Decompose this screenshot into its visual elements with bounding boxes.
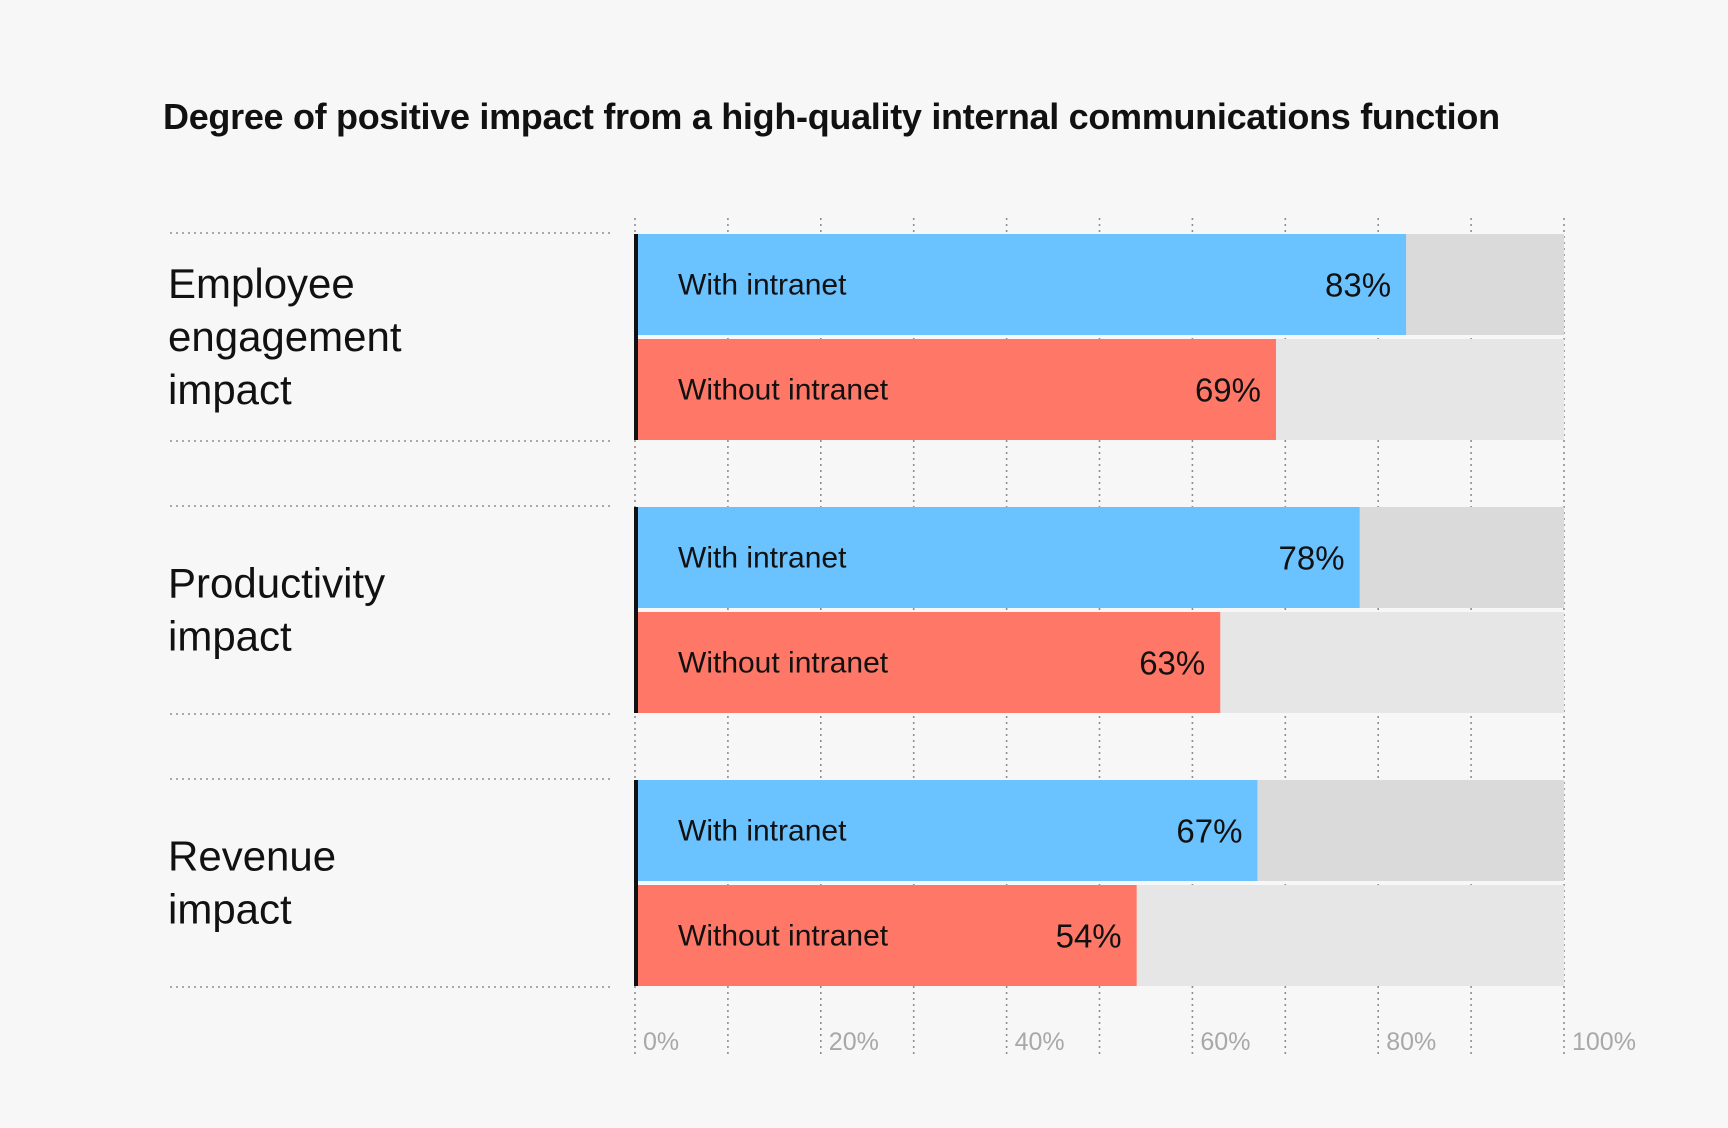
category-label: impact <box>168 613 292 660</box>
bar-series-label: Without intranet <box>678 647 889 680</box>
x-tick-label: 40% <box>1015 1028 1065 1056</box>
category-label: impact <box>168 886 292 933</box>
bar-series-label: With intranet <box>678 815 847 848</box>
bar <box>635 339 1277 440</box>
bar <box>635 780 1258 881</box>
bar <box>635 885 1137 986</box>
category-label: impact <box>168 366 292 413</box>
data-label: 63% <box>1139 645 1205 682</box>
zero-baseline <box>634 234 638 440</box>
x-tick-label: 0% <box>643 1028 679 1056</box>
bar-series-label: Without intranet <box>678 374 889 407</box>
category-label: engagement <box>168 313 402 360</box>
x-tick-label: 80% <box>1386 1028 1436 1056</box>
category-label: Revenue <box>168 833 336 880</box>
x-tick-label: 20% <box>829 1028 879 1056</box>
bar <box>635 507 1360 608</box>
bar <box>635 234 1407 335</box>
data-label: 69% <box>1195 372 1261 409</box>
data-label: 54% <box>1056 918 1122 955</box>
chart-title: Degree of positive impact from a high-qu… <box>163 96 1500 137</box>
x-tick-label: 60% <box>1200 1028 1250 1056</box>
data-label: 67% <box>1176 813 1242 850</box>
category-label: Employee <box>168 260 355 307</box>
category-label: Productivity <box>168 560 385 607</box>
zero-baseline <box>634 507 638 713</box>
data-label: 83% <box>1325 267 1391 304</box>
bar-series-label: Without intranet <box>678 920 889 953</box>
bar-series-label: With intranet <box>678 542 847 575</box>
bar-series-label: With intranet <box>678 269 847 302</box>
data-label: 78% <box>1279 540 1345 577</box>
bar <box>635 612 1221 713</box>
x-tick-label: 100% <box>1572 1028 1636 1056</box>
zero-baseline <box>634 780 638 986</box>
